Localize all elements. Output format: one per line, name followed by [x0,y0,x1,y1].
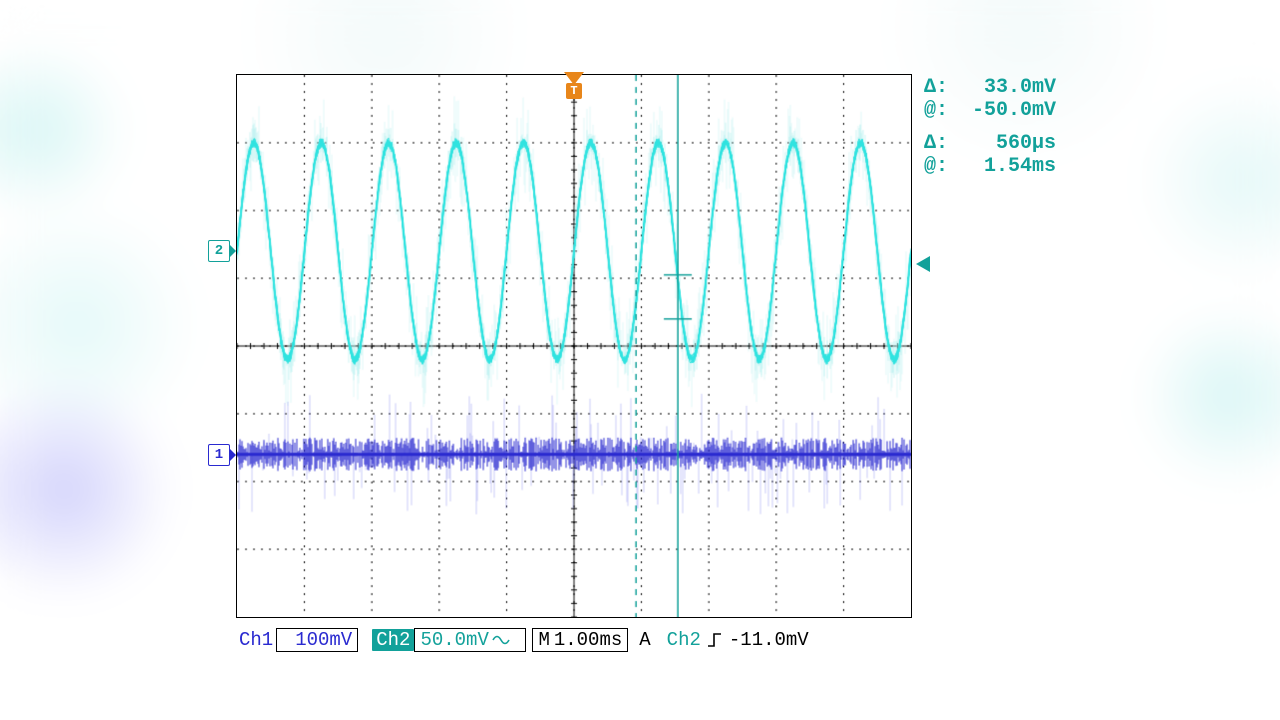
ch2-vdiv-value: 50.0mV [420,629,488,651]
ch2-vdiv-box: 50.0mV [414,628,526,652]
trigger-level-arrow-icon [916,256,930,272]
trigger-level-value: -11.0mV [726,629,812,651]
trigger-source: Ch2 [664,629,704,651]
ch2-marker-arrow-icon [229,244,236,258]
timebase-box: M 1.00ms [532,628,628,652]
scope-plot [236,74,912,618]
ch2-label: Ch2 [372,629,414,651]
trigger-position-marker: T [564,72,584,99]
ch1-label: Ch1 [236,629,276,651]
cursor-readout: Δ:33.0mV@:-50.0mVΔ:560µs@:1.54ms [924,76,1056,178]
ch1-marker-arrow-icon [229,448,236,462]
ch1-vdiv-box: 100mV [276,628,358,652]
timebase-value: 1.00ms [554,629,622,651]
rising-edge-icon [706,631,724,649]
ch1-ground-marker: 1 [208,444,230,466]
ch1-marker-label: 1 [215,447,223,463]
trigger-mode-label: A [636,629,653,651]
timebase-label: M [538,629,549,651]
ch2-ground-marker: 2 [208,240,230,262]
ac-coupling-icon [492,633,512,647]
trigger-position-label: T [566,83,582,99]
scope-settings-bar: Ch1 100mV Ch2 50.0mV M 1.00ms A Ch2 -11.… [236,626,916,654]
ch2-marker-label: 2 [215,243,223,259]
ch1-vdiv-value: 100mV [295,629,352,651]
scope-display: 2 1 T Ch1 100mV Ch2 50.0mV M 1.00ms [236,74,912,618]
